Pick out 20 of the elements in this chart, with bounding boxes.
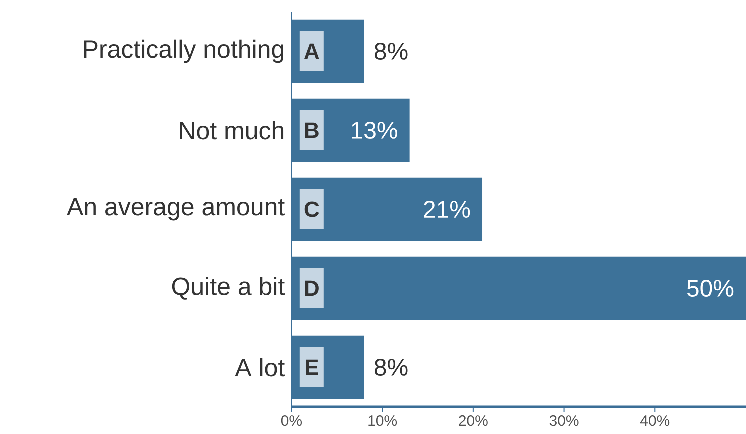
data-label: 8% <box>374 43 408 60</box>
annotation: B <box>305 122 319 138</box>
annotation: E <box>306 360 318 376</box>
x-tick-label: 20% <box>459 416 488 426</box>
data-label: 21% <box>424 201 470 218</box>
x-tick-label: 30% <box>550 416 579 426</box>
x-tick-label: 0% <box>281 416 302 426</box>
data-label: 8% <box>374 359 408 376</box>
x-tick-label: 40% <box>640 416 670 426</box>
y-tick-label: Quite a bit <box>172 277 285 300</box>
x-tick-label: 10% <box>368 416 398 426</box>
annotation: A <box>304 44 320 60</box>
y-tick-label: Not much <box>180 121 284 140</box>
y-tick-label: A lot <box>235 358 285 377</box>
y-tick-label: Practically nothing <box>84 40 284 64</box>
data-label: 50% <box>687 280 734 297</box>
annotation: D <box>305 280 319 296</box>
data-label: 13% <box>352 122 398 139</box>
annotation: C <box>304 202 320 218</box>
y-tick-label: An average amount <box>67 198 285 221</box>
